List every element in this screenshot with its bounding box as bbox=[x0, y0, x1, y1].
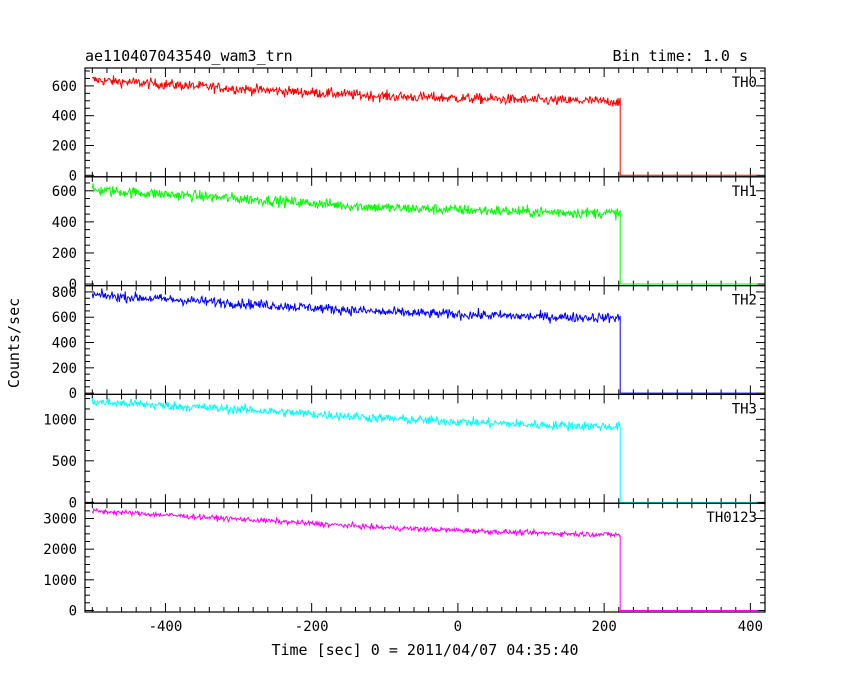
series-line-th0 bbox=[91, 75, 758, 176]
y-tick-label-th3: 1000 bbox=[43, 412, 77, 428]
y-tick-label-th2: 400 bbox=[52, 336, 77, 352]
x-axis-label: Time [sec] 0 = 2011/04/07 04:35:40 bbox=[271, 641, 578, 659]
y-tick-label-th0: 600 bbox=[52, 79, 77, 95]
series-line-th2 bbox=[91, 288, 758, 394]
y-axis-label: Counts/sec bbox=[5, 298, 23, 388]
x-tick-label: -400 bbox=[149, 619, 183, 635]
y-tick-label-th2: 800 bbox=[52, 285, 77, 301]
y-tick-label-th0123: 0 bbox=[69, 603, 77, 619]
panel-frame-th0123 bbox=[84, 502, 766, 613]
y-tick-label-th1: 400 bbox=[52, 215, 77, 231]
panel-label-th2: TH2 bbox=[732, 293, 757, 309]
y-tick-label-th1: 0 bbox=[69, 277, 77, 293]
y-tick-label-th1: 600 bbox=[52, 184, 77, 200]
panel-label-th0123: TH0123 bbox=[706, 510, 757, 526]
y-tick-label-th0123: 3000 bbox=[43, 512, 77, 528]
panel-label-th3: TH3 bbox=[732, 401, 757, 417]
x-tick-label: 400 bbox=[738, 619, 763, 635]
y-tick-label-th3: 500 bbox=[52, 454, 77, 470]
y-tick-label-th2: 200 bbox=[52, 361, 77, 377]
x-tick-label: 200 bbox=[591, 619, 616, 635]
x-tick-label: 0 bbox=[454, 619, 462, 635]
panels-group: 0 200 400 600 TH0 0 200 400 600 TH1 0 200 400 600 800 T… bbox=[43, 67, 766, 635]
bin-time-label: Bin time: 1.0 s bbox=[613, 47, 748, 65]
y-tick-label-th1: 200 bbox=[52, 246, 77, 262]
x-tick-label: -200 bbox=[295, 619, 329, 635]
series-line-th3 bbox=[91, 397, 758, 503]
series-line-th1 bbox=[91, 183, 758, 285]
chart-title: ae110407043540_wam3_trn bbox=[85, 47, 293, 65]
y-tick-label-th0123: 1000 bbox=[43, 573, 77, 589]
y-tick-label-th0: 0 bbox=[69, 168, 77, 184]
series-line-th0123 bbox=[91, 507, 758, 611]
y-tick-label-th0: 400 bbox=[52, 109, 77, 125]
y-tick-label-th2: 600 bbox=[52, 310, 77, 326]
panel-label-th1: TH1 bbox=[732, 184, 757, 200]
y-tick-label-th0123: 2000 bbox=[43, 542, 77, 558]
panel-label-th0: TH0 bbox=[732, 75, 757, 91]
y-tick-label-th0: 200 bbox=[52, 139, 77, 155]
y-tick-label-th3: 0 bbox=[69, 495, 77, 511]
y-tick-label-th2: 0 bbox=[69, 386, 77, 402]
